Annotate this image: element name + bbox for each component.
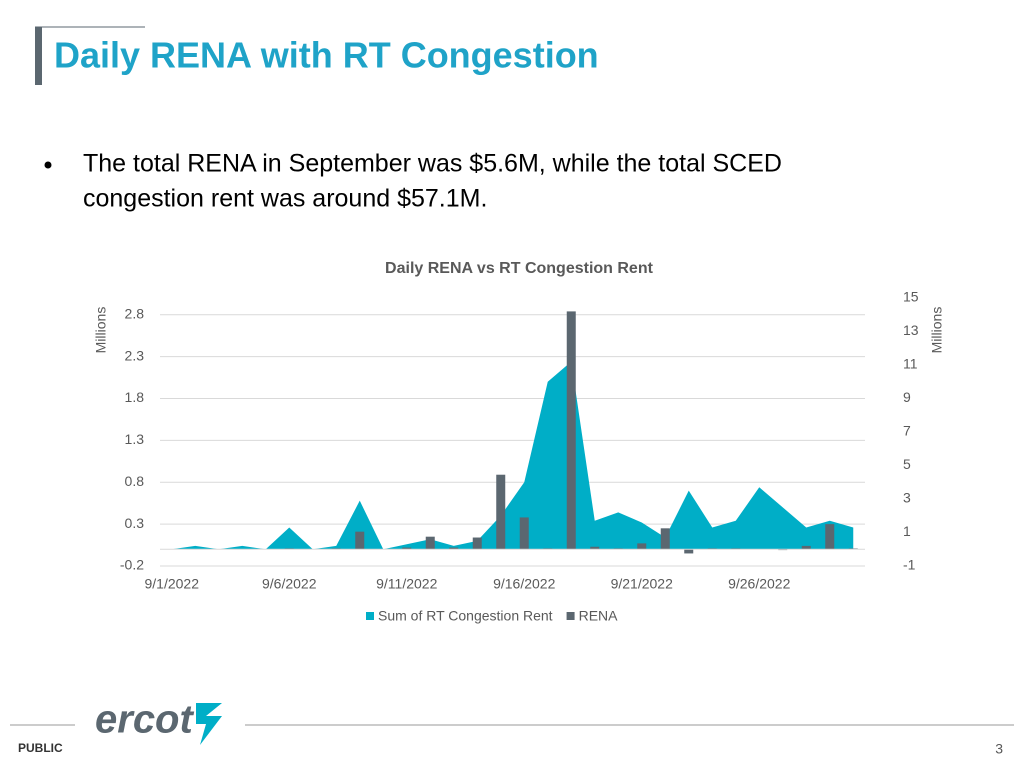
slide-title: Daily RENA with RT Congestion — [54, 35, 599, 76]
bar — [684, 549, 694, 554]
y2-tick-label: -1 — [903, 557, 916, 573]
y2-tick-label: 15 — [903, 289, 919, 305]
y-tick-label: 0.3 — [125, 515, 145, 531]
y2-tick-label: 5 — [903, 456, 911, 472]
bar — [660, 528, 670, 550]
bar — [801, 545, 811, 550]
bar — [825, 524, 835, 550]
logo: ercot — [95, 698, 194, 742]
y-tick-label: -0.2 — [120, 557, 144, 573]
legend-label: RENA — [579, 608, 619, 624]
y2-axis-label: Millions — [929, 307, 945, 354]
y2-tick-label: 13 — [903, 322, 919, 338]
y2-tick-label: 7 — [903, 423, 911, 439]
y-tick-label: 2.8 — [125, 305, 145, 321]
x-tick-label: 9/26/2022 — [728, 576, 790, 592]
x-tick-label: 9/1/2022 — [145, 576, 200, 592]
y2-tick-label: 11 — [903, 356, 918, 372]
y-tick-label: 1.8 — [125, 389, 145, 405]
bar — [566, 311, 576, 550]
y-tick-label: 1.3 — [125, 431, 145, 447]
classification: PUBLIC — [18, 741, 63, 755]
y-tick-label: 2.3 — [125, 347, 145, 363]
legend-swatch — [366, 612, 374, 620]
page-number: 3 — [995, 741, 1003, 757]
y-tick-label: 0.8 — [125, 473, 145, 489]
legend-swatch — [566, 612, 575, 620]
bar — [496, 474, 506, 550]
title-accent — [35, 27, 42, 85]
area — [171, 361, 854, 550]
y2-tick-label: 9 — [903, 389, 911, 405]
bar — [402, 547, 412, 550]
bar — [449, 547, 459, 550]
y-axis-label: Millions — [93, 307, 109, 354]
bullet-text: congestion rent was around $57.1M. — [83, 185, 487, 213]
x-tick-label: 9/16/2022 — [493, 576, 555, 592]
bar — [590, 546, 600, 550]
bullet-text: The total RENA in September was $5.6M, w… — [83, 150, 782, 178]
y2-tick-label: 3 — [903, 490, 911, 506]
chart-title: Daily RENA vs RT Congestion Rent — [385, 260, 654, 277]
bar — [472, 537, 482, 550]
y2-tick-label: 1 — [903, 523, 911, 539]
legend-label: Sum of RT Congestion Rent — [378, 608, 553, 624]
bar — [637, 543, 647, 550]
x-tick-label: 9/6/2022 — [262, 576, 317, 592]
x-tick-label: 9/21/2022 — [611, 576, 673, 592]
bar — [425, 536, 435, 550]
bullet-dot — [44, 161, 52, 169]
logo-mark — [196, 703, 222, 745]
x-tick-label: 9/11/2022 — [376, 576, 437, 592]
bar — [519, 517, 529, 550]
bar — [355, 531, 365, 550]
